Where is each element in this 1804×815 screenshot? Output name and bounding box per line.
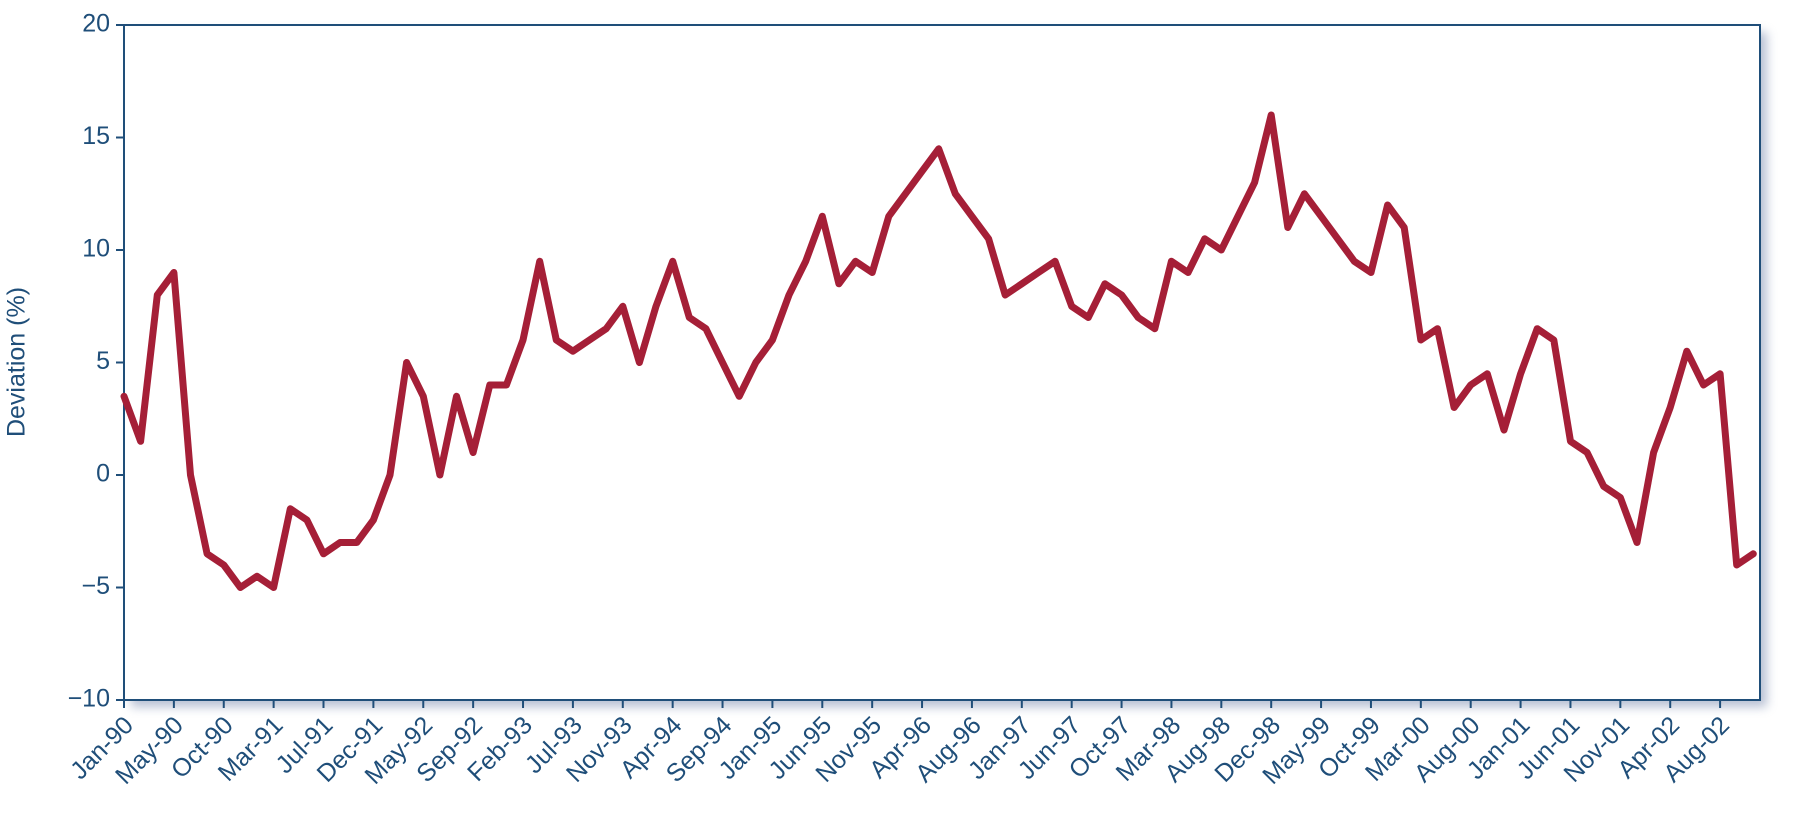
y-tick-label: 0 [96,460,110,488]
plot-frame [123,24,1761,701]
data-line [120,111,1757,591]
y-tick-label: 20 [82,10,110,38]
y-tick-label: 10 [82,235,110,263]
y-tick-label: 5 [96,347,110,375]
y-tick-label: −5 [81,572,110,600]
y-tick-label: 15 [82,122,110,150]
y-axis-label: Deviation (%) [3,287,31,437]
y-tick-label: −10 [68,685,110,713]
